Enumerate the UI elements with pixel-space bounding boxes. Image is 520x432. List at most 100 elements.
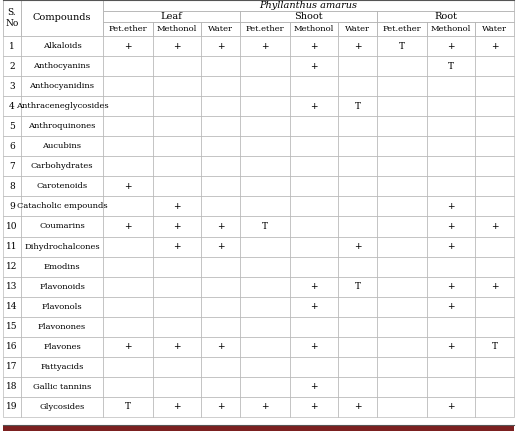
Text: 1: 1	[9, 41, 15, 51]
Text: +: +	[124, 342, 132, 351]
Bar	[240, 237, 290, 257]
Text: +: +	[447, 202, 455, 211]
Text: +: +	[217, 342, 224, 351]
Bar	[290, 22, 338, 36]
Text: +: +	[173, 222, 181, 231]
Bar	[240, 116, 290, 136]
Text: +: +	[354, 41, 361, 51]
Bar	[377, 116, 427, 136]
Bar	[21, 176, 103, 197]
Text: T: T	[355, 102, 360, 111]
Bar	[427, 276, 475, 297]
Bar	[427, 176, 475, 197]
Bar	[338, 337, 377, 357]
Text: 18: 18	[6, 382, 18, 391]
Text: 16: 16	[6, 342, 18, 351]
Text: 12: 12	[6, 262, 18, 271]
Bar	[377, 297, 427, 317]
Bar	[103, 0, 514, 11]
Bar	[338, 96, 377, 116]
Text: Water: Water	[345, 25, 370, 33]
Bar	[475, 76, 514, 96]
Bar	[21, 377, 103, 397]
Bar	[290, 257, 338, 276]
Bar	[103, 357, 153, 377]
Bar	[201, 56, 240, 76]
Text: +: +	[310, 102, 318, 111]
Bar	[240, 317, 290, 337]
Text: +: +	[217, 222, 224, 231]
Bar	[475, 257, 514, 276]
Bar	[377, 357, 427, 377]
Bar	[3, 425, 514, 431]
Text: Anthocyanidins: Anthocyanidins	[30, 82, 95, 90]
Bar	[153, 36, 201, 56]
Text: Methonol: Methonol	[431, 25, 471, 33]
Bar	[240, 337, 290, 357]
Text: 5: 5	[9, 122, 15, 131]
Bar	[201, 337, 240, 357]
Bar	[240, 56, 290, 76]
Text: Glycosides: Glycosides	[40, 403, 85, 411]
Bar	[103, 36, 153, 56]
Bar	[21, 297, 103, 317]
Bar	[377, 36, 427, 56]
Text: +: +	[124, 222, 132, 231]
Bar	[3, 136, 21, 156]
Bar	[21, 216, 103, 237]
Bar	[377, 317, 427, 337]
Bar	[427, 56, 475, 76]
Bar	[240, 216, 290, 237]
Bar	[201, 156, 240, 176]
Bar	[21, 276, 103, 297]
Bar	[240, 276, 290, 297]
Bar	[3, 216, 21, 237]
Bar	[153, 357, 201, 377]
Text: Water: Water	[208, 25, 233, 33]
Bar	[290, 317, 338, 337]
Text: +: +	[173, 242, 181, 251]
Bar	[21, 337, 103, 357]
Bar	[427, 257, 475, 276]
Text: +: +	[173, 41, 181, 51]
Bar	[103, 76, 153, 96]
Bar	[338, 237, 377, 257]
Text: +: +	[310, 282, 318, 291]
Bar	[377, 377, 427, 397]
Bar	[103, 136, 153, 156]
Bar	[21, 156, 103, 176]
Bar	[475, 357, 514, 377]
Bar	[427, 116, 475, 136]
Bar	[427, 357, 475, 377]
Bar	[153, 136, 201, 156]
Text: 13: 13	[6, 282, 18, 291]
Bar	[21, 237, 103, 257]
Bar	[3, 397, 21, 417]
Bar	[3, 96, 21, 116]
Bar	[338, 56, 377, 76]
Bar	[240, 136, 290, 156]
Bar	[3, 76, 21, 96]
Text: +: +	[354, 242, 361, 251]
Bar	[290, 357, 338, 377]
Bar	[103, 96, 153, 116]
Bar	[240, 297, 290, 317]
Bar	[290, 116, 338, 136]
Bar	[153, 197, 201, 216]
Text: +: +	[173, 342, 181, 351]
Bar	[290, 156, 338, 176]
Text: T: T	[491, 342, 498, 351]
Text: Pet.ether: Pet.ether	[109, 25, 147, 33]
Text: +: +	[310, 403, 318, 411]
Bar	[103, 297, 153, 317]
Bar	[103, 397, 153, 417]
Bar	[377, 237, 427, 257]
Bar	[338, 197, 377, 216]
Bar	[240, 11, 377, 22]
Bar	[153, 377, 201, 397]
Bar	[103, 317, 153, 337]
Text: +: +	[310, 62, 318, 70]
Bar	[240, 257, 290, 276]
Bar	[153, 216, 201, 237]
Bar	[290, 276, 338, 297]
